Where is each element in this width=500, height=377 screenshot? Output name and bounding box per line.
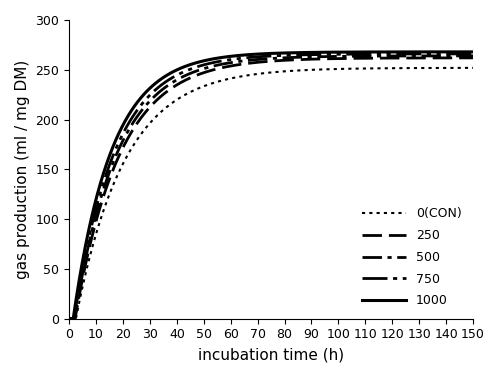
250 [66, 316, 72, 321]
500 [470, 54, 476, 58]
750 [470, 52, 476, 56]
750 [458, 52, 464, 56]
750 [458, 52, 464, 56]
750 [87, 231, 93, 236]
500 [252, 57, 258, 62]
750 [66, 316, 72, 321]
Line: 250: 250 [69, 58, 473, 319]
250 [458, 56, 464, 60]
500 [458, 54, 464, 58]
0(CON) [87, 254, 93, 259]
250 [458, 56, 464, 60]
500 [262, 57, 268, 61]
1000 [470, 50, 476, 54]
Y-axis label: gas production (ml / mg DM): gas production (ml / mg DM) [15, 60, 30, 279]
750 [252, 55, 258, 59]
0(CON) [458, 66, 464, 70]
Line: 0(CON): 0(CON) [69, 68, 473, 319]
250 [470, 56, 476, 60]
250 [87, 244, 93, 248]
0(CON) [66, 316, 72, 321]
0(CON) [384, 66, 390, 70]
500 [66, 316, 72, 321]
750 [384, 52, 390, 56]
0(CON) [470, 66, 476, 70]
1000 [458, 50, 464, 54]
Line: 1000: 1000 [69, 52, 473, 319]
Line: 750: 750 [69, 54, 473, 319]
1000 [66, 316, 72, 321]
0(CON) [252, 72, 258, 77]
1000 [384, 50, 390, 54]
250 [252, 60, 258, 65]
500 [458, 54, 464, 58]
500 [87, 238, 93, 242]
0(CON) [262, 71, 268, 75]
Line: 500: 500 [69, 56, 473, 319]
250 [262, 59, 268, 64]
500 [384, 54, 390, 58]
250 [384, 56, 390, 60]
Legend: 0(CON), 250, 500, 750, 1000: 0(CON), 250, 500, 750, 1000 [358, 202, 467, 313]
1000 [262, 51, 268, 56]
X-axis label: incubation time (h): incubation time (h) [198, 347, 344, 362]
0(CON) [458, 66, 464, 70]
1000 [87, 223, 93, 228]
750 [262, 54, 268, 58]
1000 [458, 50, 464, 54]
1000 [252, 52, 258, 57]
